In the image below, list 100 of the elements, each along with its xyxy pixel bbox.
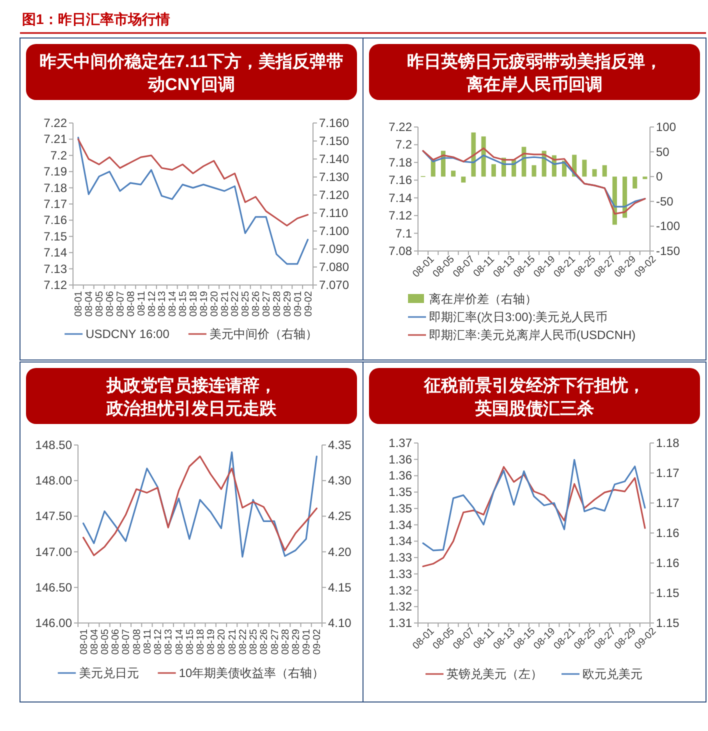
x-tick-label: 08-04 [84, 290, 96, 317]
y-tick-label: 1.36 [388, 452, 412, 466]
x-tick-label: 08-15 [184, 628, 196, 655]
legend-label: 美元兑日元 [78, 666, 139, 680]
y-tick-label: 7.08 [388, 244, 412, 258]
x-tick-label: 08-28 [280, 628, 292, 655]
legend-label: 10年期美债收益率（右轴） [178, 666, 324, 680]
y2-tick-label: 7.140 [319, 152, 350, 166]
y-tick-label: 1.36 [388, 468, 412, 483]
x-tick-label: 08-13 [164, 628, 175, 655]
x-tick-label: 08-29 [282, 290, 294, 317]
x-tick-label: 09-01 [302, 628, 313, 655]
legend-label: 离在岸价差（右轴） [429, 292, 537, 306]
y2-tick-label: 7.070 [319, 278, 350, 292]
y2-tick-label: 7.120 [319, 188, 350, 202]
y2-tick-label: 1.15 [656, 586, 680, 600]
y2-tick-label: 1.15 [656, 616, 680, 630]
y-tick-label: 146.00 [35, 616, 72, 630]
legend-label: 美元中间价（右轴） [209, 327, 318, 341]
x-tick-label: 08-08 [132, 628, 143, 655]
x-tick-label: 08-11 [136, 290, 148, 316]
x-tick-label: 08-29 [290, 628, 302, 655]
x-tick-label: 08-12 [153, 628, 164, 655]
x-tick-label: 08-06 [110, 628, 122, 655]
legend-label: 欧元兑美元 [582, 667, 642, 681]
y-tick-label: 1.33 [388, 550, 412, 565]
y-tick-label: 147.00 [35, 544, 72, 559]
y2-tick-label: 1.17 [656, 466, 680, 480]
y2-tick-label: 4.30 [328, 474, 352, 488]
caption: 图1：昨日汇率市场行情 [22, 11, 170, 27]
y2-tick-label: -50 [656, 194, 674, 208]
legend-label: USDCNY 16:00 [86, 327, 170, 341]
y2-tick-label: 1.17 [656, 496, 680, 510]
y-tick-label: 7.12 [388, 208, 412, 223]
x-tick-label: 08-21 [220, 290, 231, 317]
y2-tick-label: -150 [656, 244, 680, 258]
x-tick-label: 08-25 [240, 290, 252, 317]
y2-tick-label: 7.110 [319, 206, 348, 220]
y-tick-label: 7.22 [44, 116, 68, 130]
y-tick-label: 7.12 [44, 278, 68, 292]
y-tick-label: 1.37 [388, 436, 412, 450]
y-tick-label: 7.2 [50, 148, 68, 162]
x-tick-label: 08-27 [262, 290, 273, 317]
y2-tick-label: 7.080 [319, 260, 350, 274]
x-tick-label: 08-26 [251, 290, 262, 317]
x-tick-label: 08-22 [238, 628, 249, 655]
y2-tick-label: 0 [656, 170, 663, 184]
y-tick-label: 7.17 [44, 197, 68, 211]
x-tick-label: 08-20 [216, 628, 228, 655]
x-tick-label: 08-18 [188, 290, 200, 317]
y2-tick-label: 7.160 [319, 116, 350, 130]
y2-tick-label: 4.10 [328, 616, 352, 630]
x-tick-label: 08-25 [248, 628, 260, 655]
title: 征税前景引发经济下行担忧，英国股债汇三杀 [424, 376, 645, 418]
x-tick-label: 09-01 [292, 290, 304, 317]
x-tick-label: 09-02 [312, 628, 324, 655]
legend-label: 即期汇率:美元兑离岸人民币(USDCNH) [429, 328, 636, 342]
x-tick-label: 08-21 [227, 628, 238, 655]
x-tick-label: 08-07 [121, 628, 132, 655]
y2-tick-label: 4.35 [328, 438, 352, 452]
x-tick-label: 09-02 [303, 290, 314, 317]
y-tick-label: 7.13 [44, 262, 68, 276]
x-tick-label: 08-15 [178, 290, 190, 317]
x-tick-label: 08-20 [209, 290, 220, 317]
x-tick-label: 08-13 [157, 290, 168, 317]
x-tick-label: 08-19 [198, 290, 210, 317]
y-tick-label: 148.00 [35, 474, 72, 488]
y-tick-label: 7.21 [44, 132, 68, 146]
y-tick-label: 1.34 [388, 518, 412, 532]
y-tick-label: 7.1 [395, 226, 412, 240]
title: 执政党官员接连请辞，政治担忧引发日元走跌 [106, 376, 276, 418]
y-tick-label: 7.16 [44, 213, 68, 228]
y-tick-label: 7.14 [388, 190, 412, 205]
title: 昨日英镑日元疲弱带动美指反弹，离在岸人民币回调 [407, 52, 662, 94]
y2-tick-label: 7.130 [319, 170, 350, 184]
x-tick-label: 08-12 [146, 290, 158, 317]
y2-tick-label: 1.16 [656, 526, 680, 540]
y2-tick-label: 7.100 [319, 224, 350, 238]
y-tick-label: 1.34 [388, 534, 412, 548]
x-tick-label: 08-18 [196, 628, 206, 655]
x-tick-label: 08-11 [142, 628, 154, 654]
y2-tick-label: 4.25 [328, 509, 352, 524]
y2-tick-label: 7.090 [319, 242, 350, 256]
y-tick-label: 7.19 [44, 164, 68, 179]
y-tick-label: 7.14 [44, 246, 68, 260]
y-tick-label: 1.35 [388, 501, 412, 516]
y-tick-label: 148.50 [35, 438, 72, 452]
y2-tick-label: 4.15 [328, 580, 352, 594]
y2-tick-label: 1.16 [656, 556, 680, 570]
x-tick-label: 08-05 [100, 628, 112, 655]
y-tick-label: 7.22 [388, 120, 412, 134]
y-tick-label: 7.16 [388, 173, 412, 188]
x-tick-label: 08-06 [105, 290, 116, 317]
y-tick-label: 7.18 [388, 155, 412, 170]
y-tick-label: 1.33 [388, 566, 412, 581]
y2-tick-label: 7.150 [319, 134, 350, 148]
x-tick-label: 08-01 [78, 628, 90, 655]
y-tick-label: 1.32 [388, 583, 412, 598]
x-tick-label: 08-14 [174, 628, 186, 655]
y-tick-label: 1.31 [388, 616, 412, 630]
